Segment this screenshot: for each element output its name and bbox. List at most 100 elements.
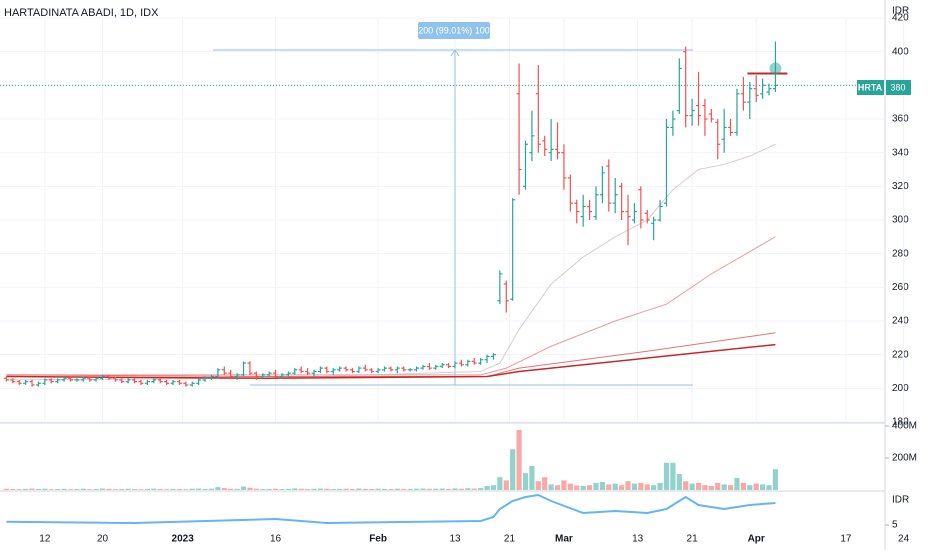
- x-tick-label: 2023: [172, 534, 195, 545]
- y-tick-label: 300: [892, 215, 909, 226]
- volume-bar: [478, 488, 484, 490]
- volume-bar: [471, 488, 477, 490]
- volume-bar: [510, 449, 516, 490]
- volume-bar: [138, 489, 144, 490]
- x-tick-label: Apr: [748, 534, 765, 545]
- volume-bar: [202, 488, 208, 490]
- volume-bar: [484, 486, 490, 490]
- volume-bar: [362, 488, 368, 490]
- volume-bar: [497, 477, 503, 490]
- volume-bar: [651, 485, 657, 490]
- last-price-badge: [886, 80, 911, 95]
- volume-bar: [266, 488, 272, 490]
- volume-bar: [356, 488, 362, 490]
- y-tick-label: 360: [892, 114, 909, 125]
- volume-bar: [10, 489, 16, 490]
- y-tick-label: 240: [892, 316, 909, 327]
- x-tick-label: 16: [270, 534, 282, 545]
- volume-bar: [747, 485, 753, 490]
- volume-bar: [586, 485, 593, 490]
- volume-bar: [702, 485, 708, 490]
- volume-bar: [715, 482, 721, 490]
- volume-bar: [708, 486, 714, 490]
- volume-bar: [439, 488, 445, 490]
- volume-bar: [93, 489, 99, 490]
- volume-bar: [189, 488, 195, 490]
- indicator-line: [6, 493, 776, 525]
- volume-bar: [106, 488, 112, 490]
- volume-bar: [631, 483, 638, 490]
- volume-bar: [740, 482, 746, 490]
- volume-bar: [29, 488, 35, 490]
- volume-bar: [638, 482, 644, 490]
- volume-bar: [208, 488, 215, 490]
- y-tick-label: 420: [892, 13, 909, 24]
- volume-bar: [606, 484, 612, 490]
- volume-bar: [381, 488, 388, 490]
- volume-bar: [240, 486, 247, 490]
- volume-bar: [247, 487, 253, 490]
- volume-bar: [176, 489, 183, 490]
- volume-bar: [119, 489, 125, 490]
- volume-bar: [567, 483, 573, 490]
- volume-bar: [766, 485, 772, 490]
- plot-area: 180 200 220 240 260 280 300 320 340 360 380 400 420 4…: [0, 13, 917, 545]
- volume-bar: [721, 484, 727, 490]
- measure-label: 200 (99.01%) 100: [418, 25, 490, 35]
- volume-bar: [324, 488, 330, 490]
- volume-bar: [144, 488, 150, 490]
- x-tick-label: 24: [898, 534, 910, 545]
- volume-bar: [420, 488, 426, 490]
- volume-bar: [599, 482, 605, 490]
- volume-bar: [772, 469, 779, 490]
- volume-bar: [465, 488, 471, 490]
- volume-bar: [125, 488, 131, 490]
- volume-bar: [99, 488, 106, 490]
- volume-bar: [548, 484, 554, 490]
- volume-bar: [234, 488, 240, 490]
- moving-average: [6, 143, 776, 381]
- volume-bar: [670, 462, 676, 490]
- volume-bar: [164, 489, 170, 490]
- volume-bar: [311, 488, 317, 490]
- x-tick-label: 20: [97, 534, 109, 545]
- volume-bar: [401, 488, 407, 490]
- volume-bar: [170, 488, 176, 490]
- symbol: HRTA: [858, 82, 883, 92]
- y-tick-label: 200: [892, 383, 909, 394]
- volume-bar: [16, 489, 22, 490]
- volume-bar: [375, 488, 381, 490]
- volume-bar: [330, 489, 336, 490]
- volume-bar: [317, 488, 324, 490]
- moving-average: [6, 332, 776, 378]
- volume-bar: [612, 483, 618, 490]
- volume-bar: [760, 484, 766, 490]
- volume-bar: [689, 483, 695, 490]
- volume-bar: [522, 473, 529, 490]
- volume-bar: [433, 488, 439, 490]
- x-tick-label: 17: [840, 534, 852, 545]
- y-tick-label: 340: [892, 147, 909, 158]
- x-tick-label: 12: [39, 534, 51, 545]
- y-tick-label: 260: [892, 282, 909, 293]
- y-tick-label: 180: [892, 417, 909, 428]
- volume-bar: [349, 489, 356, 490]
- y-tick-label: 220: [892, 349, 909, 360]
- x-tick-label: Feb: [369, 534, 387, 545]
- volume-bar: [67, 489, 74, 490]
- volume-bar: [112, 489, 118, 490]
- volume-bar: [727, 485, 734, 490]
- volume-bar: [734, 478, 740, 490]
- symbol-badge: [857, 80, 884, 95]
- volume-bar: [80, 488, 86, 490]
- x-tick-label: 13: [449, 534, 461, 545]
- volume-bar: [298, 488, 304, 490]
- volume-bar: [535, 481, 541, 490]
- volume-bar: [253, 488, 259, 490]
- volume-bar: [215, 487, 221, 490]
- chart-title: HARTADINATA ABADI, 1D, IDX: [4, 7, 159, 19]
- volume-bar: [657, 482, 663, 490]
- volume-bar: [285, 488, 291, 490]
- volume-bar: [490, 485, 497, 490]
